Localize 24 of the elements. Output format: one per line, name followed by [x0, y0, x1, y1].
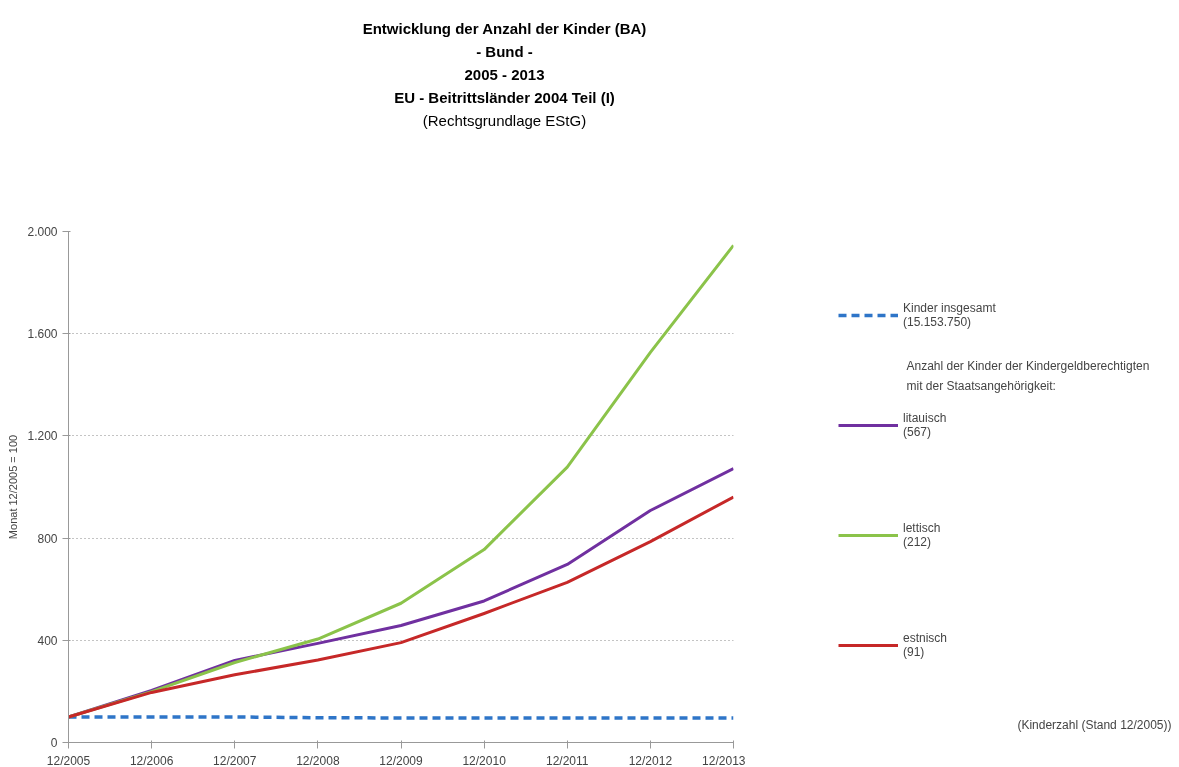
- y-tick-label: 1.200: [27, 429, 58, 444]
- x-tick-label: 12/2007: [213, 753, 257, 767]
- legend-label: estnisch (91): [903, 630, 948, 661]
- x-tick-label: 12/2011: [546, 753, 589, 767]
- legend-label: lettisch (212): [903, 520, 941, 551]
- y-axis-title: Monat 12/2005 = 100: [7, 434, 20, 540]
- legend-label: litauisch (567): [903, 410, 947, 441]
- chart-subtitle: (Rechtsgrundlage EStG): [421, 111, 588, 131]
- x-tick-label: 12/2006: [129, 753, 174, 767]
- text: (Kinderzahl (Stand 12/2005)): [1017, 717, 1172, 732]
- x-tick-label: 12/2012: [628, 753, 673, 767]
- chart-title: Entwicklung der Anzahl der Kinder (BA) - Bund - 2005 - 2013 EU - Beitrittsländer 2004 Teil (I): [361, 19, 648, 108]
- y-tick-label: 1.600: [27, 327, 58, 342]
- y-tick-label: 400: [37, 633, 58, 648]
- x-tick-label: 12/2010: [462, 753, 507, 767]
- x-tick-label: 12/2008: [296, 753, 340, 767]
- x-tick-label: 12/2009: [379, 753, 424, 767]
- y-tick-label: 800: [37, 531, 58, 546]
- y-tick-label: 0: [50, 736, 58, 750]
- y-tick-label: 2.000: [27, 225, 58, 239]
- text: Anzahl der Kinder der Kindergeldberechtigten mit der Staatsangehörigkeit:: [906, 359, 1150, 393]
- x-tick-label: 12/2005: [46, 753, 91, 767]
- x-tick-label: 12/2013: [702, 753, 746, 767]
- legend-label: Kinder insgesamt (15.153.750): [903, 300, 996, 331]
